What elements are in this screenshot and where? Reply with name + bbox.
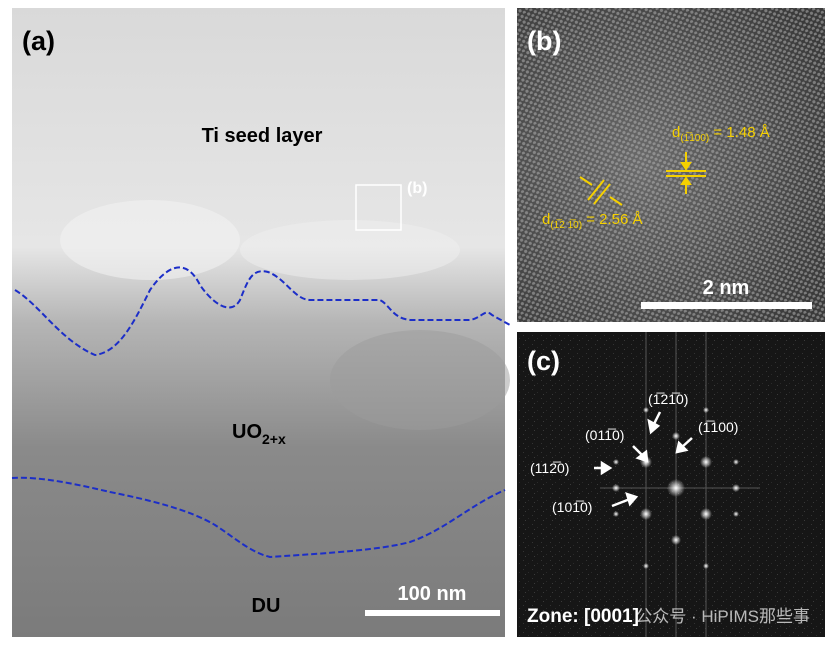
d-spacing: d(1̅100) = 1.48 Å: [672, 124, 770, 144]
scale-label: 100 nm: [398, 583, 467, 605]
diffraction-spot: [700, 456, 712, 468]
fft-spots: [612, 407, 740, 569]
texture: [240, 220, 460, 280]
diffraction-spot: [700, 508, 712, 520]
texture: [60, 200, 240, 280]
spot-label: (1̅100): [698, 419, 738, 435]
layer-label: UO2+x: [232, 421, 286, 447]
panel-c: (c) (1̅21̅0) (011̅0) (1̅100) (112̅0) (10…: [517, 332, 825, 637]
d-suffix: = 2.56 Å: [582, 211, 642, 228]
spot-label: (101̅0): [552, 499, 592, 515]
spot-labels: (1̅21̅0) (011̅0) (1̅100) (112̅0) (101̅0): [530, 391, 738, 515]
watermark: 公众号 · HiPIMS那些事: [635, 607, 810, 626]
panel-label: (b): [527, 26, 561, 56]
d-spacing: d(1̅2 1̅0) = 2.56 Å: [542, 211, 643, 231]
panel-label: (c): [527, 346, 560, 376]
diffraction-spot: [672, 432, 680, 440]
spot-label: (011̅0): [585, 427, 624, 443]
diffraction-spot: [613, 511, 619, 517]
diffraction-spot: [703, 407, 709, 413]
scale-bar: [641, 302, 812, 309]
diffraction-spot: [612, 484, 620, 492]
diffraction-spot: [643, 563, 649, 569]
tem-image: [12, 8, 505, 637]
interface-line: [14, 266, 511, 357]
d-suffix: = 1.48 Å: [709, 124, 769, 141]
diffraction-spot: [733, 459, 739, 465]
diffraction-spot: [671, 535, 681, 545]
scale-bar: [365, 610, 500, 616]
layer-subscript: 2+x: [262, 431, 286, 447]
arrows: [594, 411, 693, 508]
d-prefix: d: [542, 211, 550, 228]
spot-label: (112̅0): [530, 460, 569, 476]
d-marker: [579, 152, 706, 206]
diffraction-spot: [703, 563, 709, 569]
panel-b: (b) d(1̅100) = 1.48 Å d(1̅2 1̅0) = 2.56 …: [517, 8, 825, 322]
lattice: [517, 8, 825, 322]
layer-label: Ti seed layer: [202, 125, 323, 147]
diffraction-spot: [733, 511, 739, 517]
box-label: (b): [407, 180, 427, 197]
roi-box: [355, 184, 402, 231]
d-subscript: (1̅100): [680, 132, 709, 144]
diffraction-spot: [643, 407, 649, 413]
texture: [330, 330, 510, 430]
diffraction-spot: [732, 484, 740, 492]
scale-label: 2 nm: [703, 277, 750, 299]
zone-label: Zone: [0001]: [527, 606, 639, 627]
panel-label: (a): [22, 26, 55, 56]
d-prefix: d: [672, 124, 680, 141]
diffraction-spot: [640, 508, 652, 520]
interface-line: [11, 476, 506, 559]
diffraction-spot: [667, 479, 685, 497]
layer-label: DU: [252, 595, 281, 617]
spot-label: (1̅21̅0): [648, 391, 688, 407]
panel-a: (a) Ti seed layer (b) UO2+x DU 100 nm: [11, 8, 511, 637]
d-subscript: (1̅2 1̅0): [550, 219, 582, 231]
layer-text: UO: [232, 421, 262, 443]
diffraction-spot: [613, 459, 619, 465]
